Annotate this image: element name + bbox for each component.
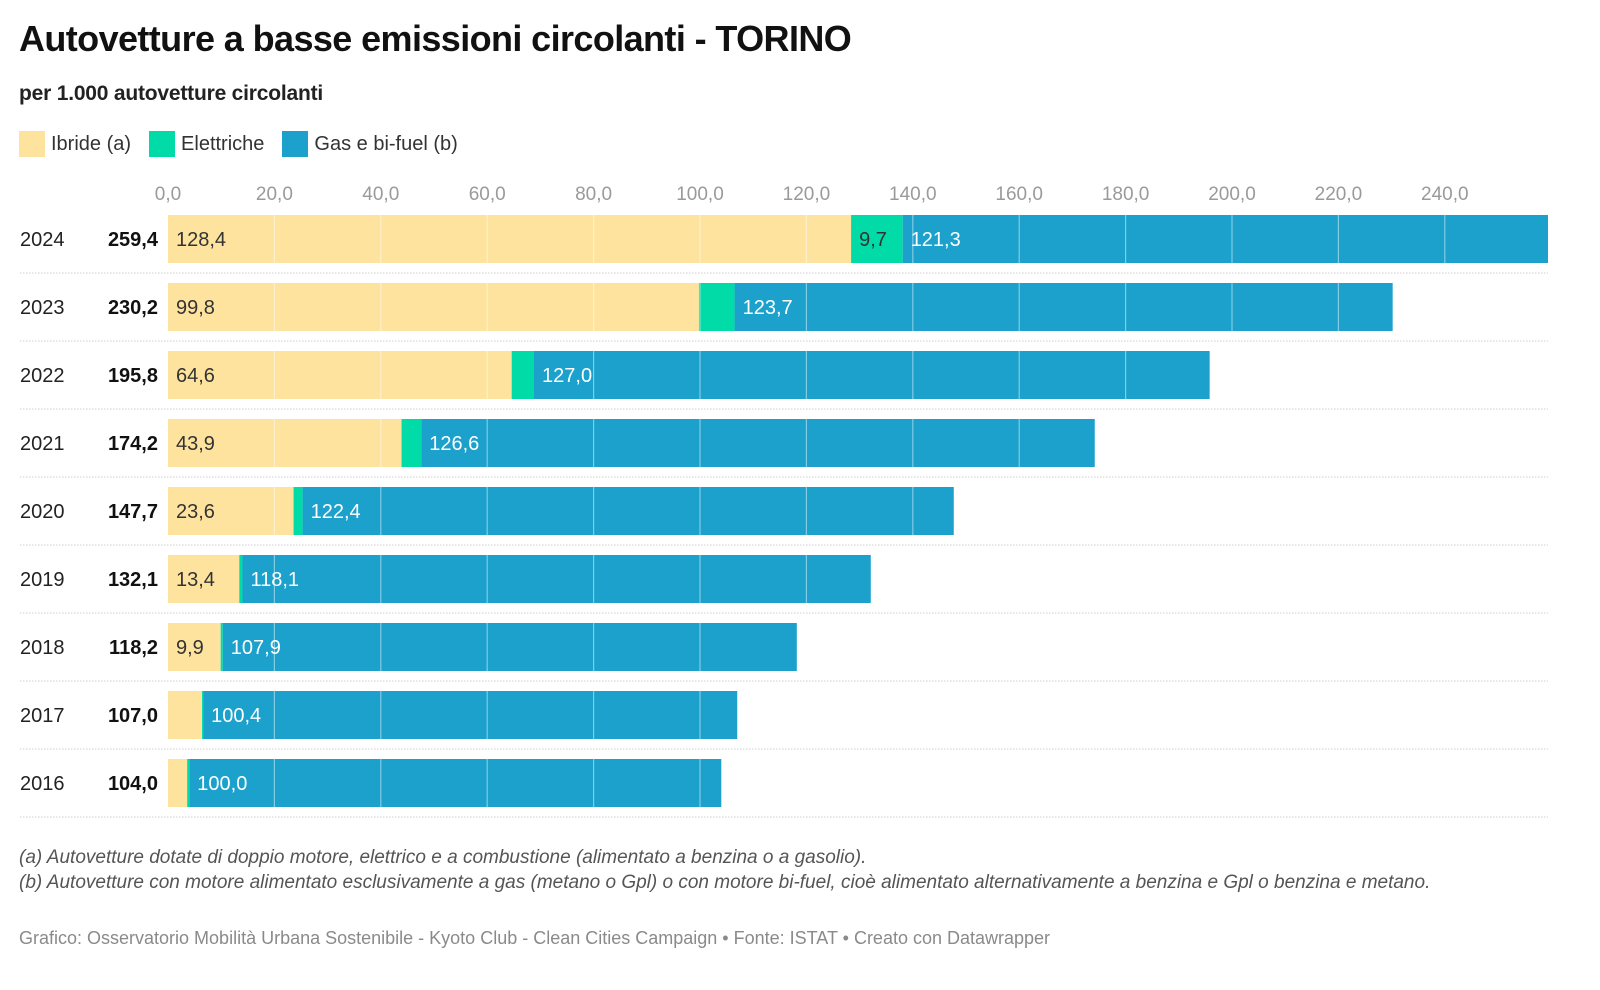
value-label-gas: 118,1 <box>250 569 299 591</box>
bar-segment-ibride <box>168 487 294 535</box>
bar-segment-ibride <box>168 283 699 331</box>
x-tick-label: 240,0 <box>1421 184 1469 205</box>
legend-swatch-ibride <box>19 131 45 157</box>
x-tick-label: 0,0 <box>155 184 181 205</box>
total-label: 132,1 <box>108 569 158 591</box>
x-tick-label: 120,0 <box>783 184 831 205</box>
legend-item-gas: Gas e bi-fuel (b) <box>282 131 458 157</box>
stacked-bar-chart: 0,0 20,0 40,0 60,0 80,0 100,0 120,0 140,0 160,0 1… <box>20 184 1549 818</box>
source-footer: Grafico: Osservatorio Mobilità Urbana So… <box>19 928 1051 948</box>
category-label: 2021 <box>20 433 65 455</box>
total-label: 195,8 <box>108 365 158 387</box>
value-label-ibride: 64,6 <box>176 365 215 387</box>
value-label-ibride: 13,4 <box>176 569 215 591</box>
value-label-ibride: 43,9 <box>176 433 215 455</box>
bar-segment-gas <box>189 759 722 807</box>
bar-segment-ibride <box>168 691 203 739</box>
total-label: 104,0 <box>108 773 158 795</box>
legend: Ibride (a) Elettriche Gas e bi-fuel (b) <box>19 131 476 157</box>
bar-segment-elettriche <box>220 623 223 671</box>
value-label-gas: 100,0 <box>197 773 247 795</box>
value-label-gas: 100,4 <box>211 705 261 727</box>
footnote-b: (b) Autovetture con motore alimentato es… <box>19 872 1431 893</box>
bar-segment-elettriche <box>202 691 204 739</box>
category-label: 2017 <box>20 705 65 727</box>
total-label: 259,4 <box>108 229 159 251</box>
value-label-gas: 126,6 <box>429 433 479 455</box>
value-label-gas: 121,3 <box>911 229 961 251</box>
bar-segment-elettriche <box>293 487 303 535</box>
value-label-ibride: 23,6 <box>176 501 215 523</box>
x-tick-label: 20,0 <box>256 184 293 205</box>
bar-segment-elettriche <box>239 555 243 603</box>
total-label: 147,7 <box>108 501 158 523</box>
footnotes: (a) Autovetture dotate di doppio motore,… <box>19 845 1549 895</box>
total-label: 174,2 <box>108 433 158 455</box>
value-label-gas: 122,4 <box>311 501 361 523</box>
bar-segment-gas <box>242 555 871 603</box>
category-label: 2018 <box>20 637 65 659</box>
category-label: 2024 <box>20 229 65 251</box>
bar-segment-elettriche <box>511 351 535 399</box>
total-label: 230,2 <box>108 297 158 319</box>
total-label: 107,0 <box>108 705 158 727</box>
bar-segment-gas <box>902 215 1549 263</box>
category-label: 2016 <box>20 773 65 795</box>
total-label: 118,2 <box>109 637 158 659</box>
footnote-a: (a) Autovetture dotate di doppio motore,… <box>19 847 867 868</box>
legend-label-gas: Gas e bi-fuel (b) <box>314 132 458 155</box>
value-label-ibride: 99,8 <box>176 297 215 319</box>
category-label: 2020 <box>20 501 65 523</box>
bar-segment-elettriche <box>401 419 422 467</box>
x-tick-label: 40,0 <box>362 184 399 205</box>
x-tick-label: 200,0 <box>1208 184 1256 205</box>
bar-segment-gas <box>222 623 797 671</box>
bar-segment-ibride <box>168 351 512 399</box>
chart-subtitle: per 1.000 autovetture circolanti <box>19 82 324 105</box>
value-label-gas: 107,9 <box>231 637 281 659</box>
x-tick-label: 100,0 <box>676 184 724 205</box>
bar-segment-ibride <box>168 215 852 263</box>
legend-swatch-gas <box>282 131 309 157</box>
bar-segment-ibride <box>168 419 402 467</box>
value-label-gas: 127,0 <box>542 365 592 387</box>
bar-segment-ibride <box>168 623 221 671</box>
x-tick-label: 160,0 <box>995 184 1043 205</box>
x-tick-label: 180,0 <box>1102 184 1150 205</box>
bar-segment-elettriche <box>187 759 190 807</box>
bar-segment-gas <box>734 283 1393 331</box>
x-tick-label: 140,0 <box>889 184 937 205</box>
x-tick-label: 80,0 <box>575 184 612 205</box>
bar-segment-gas <box>421 419 1095 467</box>
bar-segment-ibride <box>168 759 188 807</box>
x-tick-label: 60,0 <box>469 184 506 205</box>
value-label-elettriche: 9,7 <box>859 229 887 251</box>
legend-swatch-elettriche <box>149 131 176 157</box>
bar-segment-gas <box>534 351 1210 399</box>
value-label-ibride: 128,4 <box>176 229 226 251</box>
legend-item-elettriche: Elettriche <box>149 131 264 157</box>
x-tick-label: 220,0 <box>1315 184 1363 205</box>
legend-label-elettriche: Elettriche <box>181 132 265 155</box>
legend-item-ibride: Ibride (a) <box>19 131 131 157</box>
bar-segment-elettriche <box>698 283 735 331</box>
bar-segment-ibride <box>168 555 240 603</box>
bar-segment-elettriche <box>851 215 903 263</box>
category-label: 2022 <box>20 365 65 387</box>
category-label: 2023 <box>20 297 65 319</box>
value-label-gas: 123,7 <box>743 297 793 319</box>
legend-label-ibride: Ibride (a) <box>51 132 132 155</box>
bar-segment-gas <box>302 487 954 535</box>
bar-segment-gas <box>203 691 738 739</box>
chart-title: Autovetture a basse emissioni circolanti… <box>19 18 852 59</box>
value-label-ibride: 9,9 <box>176 637 204 659</box>
category-label: 2019 <box>20 569 65 591</box>
